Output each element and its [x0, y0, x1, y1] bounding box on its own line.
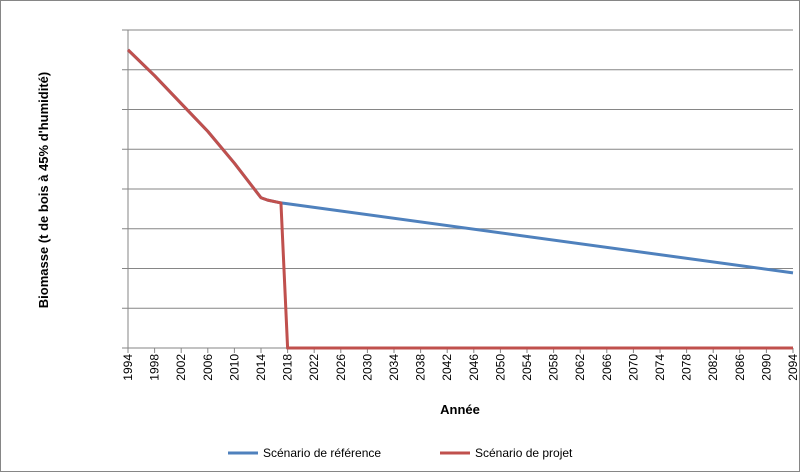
x-tick-label: 2034 — [387, 354, 401, 381]
x-tick-label: 2078 — [680, 354, 694, 381]
x-tick-label: 1998 — [148, 354, 162, 381]
x-tick-label: 2058 — [547, 354, 561, 381]
x-tick-label: 2046 — [467, 354, 481, 381]
x-tick-label: 2038 — [414, 354, 428, 381]
y-axis-label: Biomasse (t de bois à 45% d'humidité) — [36, 72, 51, 308]
x-tick-label: 2082 — [706, 354, 720, 381]
x-tick-label: 2022 — [307, 354, 321, 381]
x-tick-label: 2050 — [493, 354, 507, 381]
x-tick-label: 2002 — [174, 354, 188, 381]
x-tick-label: 2066 — [600, 354, 614, 381]
x-tick-label: 2054 — [520, 354, 534, 381]
x-tick-label: 2086 — [733, 354, 747, 381]
x-axis-label: Année — [440, 402, 480, 417]
x-tick-label: 2014 — [254, 354, 268, 381]
x-tick-label: 2026 — [334, 354, 348, 381]
x-tick-label: 2070 — [626, 354, 640, 381]
x-tick-label: 2030 — [360, 354, 374, 381]
x-tick-label: 1994 — [121, 354, 135, 381]
legend-label: Scénario de référence — [263, 446, 381, 460]
x-tick-label: 2006 — [201, 354, 215, 381]
x-tick-label: 2062 — [573, 354, 587, 381]
x-tick-label: 2094 — [786, 354, 800, 381]
legend-label: Scénario de projet — [475, 446, 573, 460]
x-tick-label: 2074 — [653, 354, 667, 381]
x-tick-label: 2018 — [281, 354, 295, 381]
x-tick-label: 2042 — [440, 354, 454, 381]
x-tick-label: 2090 — [759, 354, 773, 381]
x-tick-label: 2010 — [227, 354, 241, 381]
series-line — [126, 48, 793, 350]
